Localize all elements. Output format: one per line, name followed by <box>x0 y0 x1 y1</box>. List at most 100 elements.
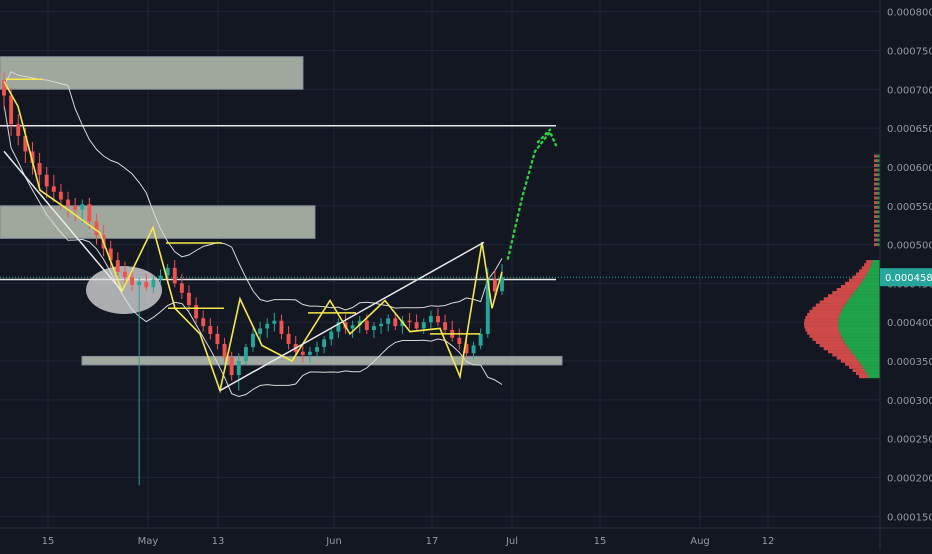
volume-bar-sell <box>809 309 842 313</box>
volume-bar-sell <box>866 260 873 264</box>
y-tick-label: 0.000400 <box>887 318 932 329</box>
volume-bar-sell <box>859 374 869 379</box>
volume-bar-sell <box>874 168 877 172</box>
volume-bar-buy <box>851 350 880 354</box>
volume-bar-sell <box>827 294 852 298</box>
candle-body <box>51 186 56 192</box>
volume-bar-sell <box>874 229 877 233</box>
y-tick-label: 0.000600 <box>887 163 932 174</box>
candle-body <box>329 331 334 340</box>
volume-bar-sell <box>804 319 839 323</box>
x-tick-label: Aug <box>690 536 710 547</box>
projection-arrowhead <box>536 128 552 144</box>
volume-bar-sell <box>874 191 877 195</box>
volume-bar-sell <box>874 154 877 158</box>
candle-body <box>464 343 469 354</box>
wave-zigzag <box>3 81 503 394</box>
volume-bar-buy <box>846 343 880 348</box>
candle-body <box>130 277 135 285</box>
volume-bar-sell <box>874 219 877 223</box>
time-axis: 15 May 13 Jun 17 Jul 15 Aug 12 <box>0 527 932 547</box>
candle-body <box>471 345 476 354</box>
volume-bar-sell <box>874 205 877 209</box>
volume-bar-buy <box>841 309 880 313</box>
candle-body <box>115 260 120 272</box>
candle-body <box>37 163 42 175</box>
candle-body <box>208 326 213 334</box>
candle-body <box>371 326 376 330</box>
volume-bar-buy <box>838 319 880 323</box>
candle-body <box>73 205 78 210</box>
volume-bar-sell <box>874 224 877 228</box>
volume-bar-buy <box>868 374 880 379</box>
y-tick-label: 0.000550 <box>887 202 932 213</box>
volume-bar-buy <box>877 159 880 163</box>
volume-bar-buy <box>851 294 880 298</box>
candle-body <box>407 320 412 323</box>
volume-bar-buy <box>877 154 880 158</box>
candle-body <box>379 323 384 327</box>
candlesticks <box>2 72 504 486</box>
candle-body <box>485 279 490 334</box>
candle-body <box>144 281 149 288</box>
volume-bar-buy <box>877 224 880 228</box>
volume-bar-sell <box>852 368 865 372</box>
candle-body <box>492 279 497 292</box>
volume-bar-buy <box>864 368 880 372</box>
y-tick-label: 0.000500 <box>887 241 932 252</box>
y-tick-label: 0.000350 <box>887 357 932 368</box>
x-tick-label: 15 <box>42 536 55 547</box>
volume-bar-sell <box>823 347 850 351</box>
candle-body <box>336 322 341 332</box>
x-tick-label: May <box>138 536 159 547</box>
volume-bar-buy <box>871 263 880 267</box>
x-tick-label: 15 <box>594 536 607 547</box>
candle-body <box>172 267 177 284</box>
candle-body <box>87 204 92 222</box>
volume-bar-buy <box>858 359 880 363</box>
volume-bar-buy <box>877 187 880 191</box>
volume-bar-buy <box>864 275 880 279</box>
candle-body <box>215 333 220 344</box>
candle-body <box>222 343 227 358</box>
resistance-lines <box>0 125 880 314</box>
trend-line <box>3 150 123 292</box>
volume-bar-buy <box>846 300 880 304</box>
candle-body <box>300 351 305 355</box>
candle-body <box>194 305 199 319</box>
x-tick-label: Jun <box>325 536 342 547</box>
lower-band <box>3 104 503 398</box>
volume-bar-buy <box>877 196 880 200</box>
volume-bar-sell <box>809 334 842 338</box>
candle-body <box>243 347 248 362</box>
volume-bar-sell <box>874 177 877 181</box>
candle-body <box>258 328 263 334</box>
candle-body <box>315 347 319 352</box>
volume-bar-sell <box>874 238 877 242</box>
volume-bar-buy <box>853 353 880 357</box>
volume-bar-sell <box>804 325 839 329</box>
volume-profile <box>804 154 880 379</box>
volume-bar-sell <box>845 281 861 286</box>
candle-body <box>44 174 49 187</box>
volume-bar-sell <box>852 275 865 279</box>
candle-body <box>364 320 369 330</box>
volume-bar-sell <box>836 288 857 292</box>
y-tick-label: 0.000750 <box>887 46 932 57</box>
candle-body <box>307 351 312 355</box>
candle-body <box>179 283 184 293</box>
volume-bar-sell <box>836 356 857 360</box>
volume-bar-sell <box>855 272 867 276</box>
projection-path <box>506 129 558 260</box>
volume-bar-buy <box>869 266 880 270</box>
upper-band <box>3 71 503 311</box>
volume-bar-buy <box>877 191 880 195</box>
candle-body <box>165 267 170 276</box>
last-price-label: 0.000458 <box>885 273 932 284</box>
volume-bar-buy <box>838 322 880 326</box>
volume-bar-buy <box>838 325 880 329</box>
candle-body <box>9 95 14 125</box>
volume-bar-sell <box>807 312 840 317</box>
volume-bar-sell <box>874 215 877 219</box>
